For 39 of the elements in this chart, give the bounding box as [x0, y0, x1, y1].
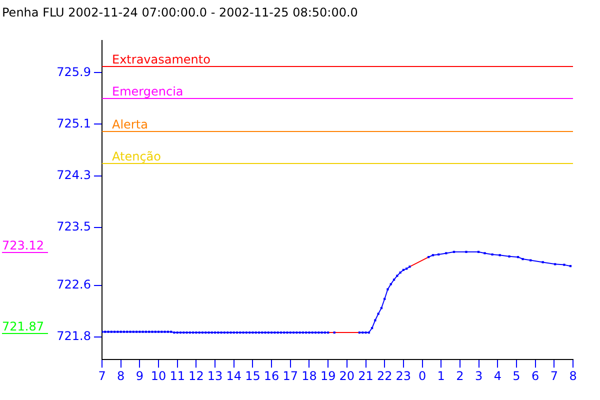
y-tick-label: 725.1 [56, 116, 91, 130]
x-tick-label: 10 [150, 368, 166, 383]
chart-title: Penha FLU 2002-11-24 07:00:00.0 - 2002-11-25 08:50:00.0 [2, 5, 358, 20]
ref-line-label: Alerta [112, 118, 148, 132]
ref-line-label: Emergencia [112, 84, 184, 98]
x-tick-label: 23 [396, 368, 412, 383]
x-tick-label: 11 [170, 368, 185, 383]
y-tick-label: 721.8 [56, 329, 91, 344]
ref-line-label: Extravasamento [112, 52, 210, 66]
ref-line-label: Atenção [112, 150, 161, 164]
x-tick-label: 21 [358, 368, 374, 383]
ref-line-label: 723.12 [2, 238, 44, 252]
x-tick-label: 8 [117, 368, 125, 383]
x-tick-label: 19 [320, 368, 336, 383]
x-tick-label: 17 [282, 368, 298, 383]
x-tick-label: 3 [474, 368, 483, 383]
y-tick-label: 723.5 [56, 220, 91, 234]
y-tick-label: 725.9 [56, 64, 91, 79]
x-tick-label: 15 [245, 368, 260, 383]
y-tick-label: 722.6 [56, 278, 91, 292]
x-tick-label: 0 [418, 368, 426, 383]
x-tick-label: 16 [264, 368, 280, 383]
x-tick-label: 20 [339, 368, 355, 383]
x-tick-label: 18 [302, 368, 317, 383]
x-tick-label: 1 [437, 368, 445, 383]
x-tick-label: 22 [376, 368, 392, 383]
x-tick-label: 7 [98, 368, 106, 383]
x-tick-label: 13 [207, 368, 223, 383]
x-tick-label: 5 [512, 368, 520, 383]
ref-line-label: 721.87 [2, 320, 44, 334]
x-tick-label: 4 [494, 368, 502, 383]
x-tick-label: 7 [550, 368, 558, 383]
y-tick-label: 724.3 [56, 168, 91, 182]
x-tick-label: 6 [532, 368, 540, 383]
x-tick-label: 12 [188, 368, 204, 383]
x-tick-label: 14 [226, 368, 242, 383]
x-tick-label: 2 [456, 368, 464, 383]
x-tick-label: 8 [569, 368, 577, 383]
x-tick-label: 9 [136, 368, 144, 383]
